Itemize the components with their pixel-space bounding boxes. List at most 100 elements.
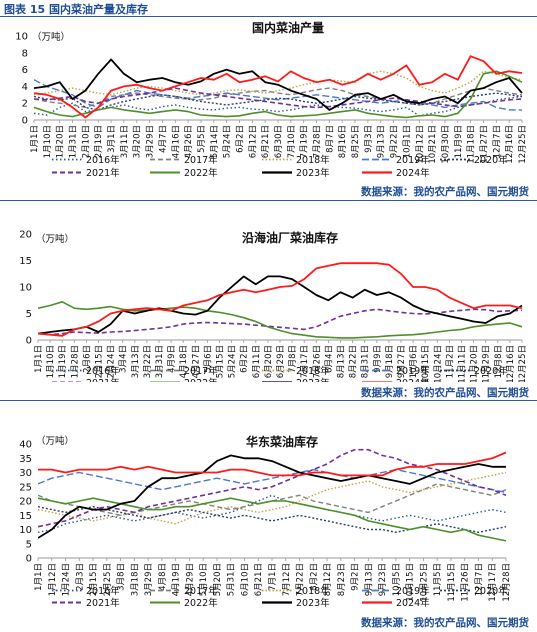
y-tick-label: 20 (19, 497, 32, 508)
x-tick-label: 12月25日 (518, 125, 528, 164)
legend-label: 2020年 (474, 585, 508, 597)
y-tick-label: 8 (22, 48, 28, 59)
y-tick-label: 20 (19, 230, 32, 241)
x-tick-label: 11月9日 (454, 125, 464, 158)
x-tick-label: 7月1日 (268, 563, 278, 591)
x-tick-label: 2月19日 (94, 125, 104, 158)
x-tick-label: 3月29日 (146, 125, 156, 158)
x-tick-label: 8月16日 (338, 125, 348, 158)
x-tick-label: 9月9日 (373, 345, 383, 373)
source-note: 数据来源：我的农产品网、国元期货 (361, 387, 529, 399)
legend-label: 2016年 (86, 154, 120, 166)
x-tick-label: 4月18日 (179, 345, 189, 378)
x-tick-label: 6月21日 (261, 125, 271, 158)
y-tick-label: 0 (26, 554, 32, 565)
x-tick-label: 7月10日 (287, 125, 297, 158)
x-tick-label: 7月17日 (300, 345, 310, 378)
x-tick-label: 12月16日 (506, 345, 516, 382)
x-tick-label: 1月24日 (62, 563, 72, 596)
y-tick-label: 5 (26, 539, 32, 550)
legend-label: 2024年 (396, 377, 430, 382)
x-tick-label: 12月25日 (518, 345, 528, 382)
x-tick-label: 8月7日 (325, 125, 335, 153)
legend-label: 2019年 (396, 365, 430, 377)
x-tick-label: 4月8日 (158, 563, 168, 591)
x-tick-label: 10月1日 (402, 125, 412, 158)
x-tick-label: 11月11日 (458, 345, 468, 382)
series-line-2022年 (38, 497, 507, 542)
x-tick-label: 11月27日 (479, 125, 489, 164)
x-tick-label: 3月8日 (117, 563, 127, 591)
x-tick-label: 3月13日 (131, 345, 141, 378)
x-tick-label: 1月19日 (58, 345, 68, 378)
x-tick-label: 10月12日 (415, 125, 425, 164)
chart-domestic-production: 国内菜油产量 （万吨） 0 2 4 6 8 10 1月1日 1月10日 1月20日 1月31日 2月10… (0, 18, 537, 186)
y-tick-label: 0 (26, 336, 32, 347)
x-tick-label: 2月25日 (103, 563, 113, 596)
chart-coastal-inventory: 沿海油厂菜油库存 （万吨） 0 5 10 15 20 1月1日 1月10日 1月19日 1月28日 2… (0, 222, 537, 382)
series-line-2021年 (38, 308, 523, 336)
x-tick-label: 3月11日 (120, 125, 130, 158)
series-line-2024年 (38, 451, 507, 477)
x-tick-label: 3月20日 (133, 125, 143, 158)
x-tick-label: 10月15日 (406, 563, 416, 602)
chart-east-china-inventory: 华东菜油库存 （万吨） 0 5 10 15 20 25 30 35 40 1月1日 1月12日 1月24日… (0, 432, 537, 612)
x-tick-label: 4月7日 (158, 125, 168, 153)
x-tick-label: 1月1日 (30, 125, 40, 153)
x-tick-label: 1月20日 (56, 125, 66, 158)
series-line-2023年 (38, 454, 506, 539)
x-tick-label: 10月24日 (433, 345, 443, 382)
y-tick-label: 0 (22, 116, 28, 127)
divider (0, 200, 537, 201)
x-tick-label: 12月7日 (492, 125, 502, 158)
x-tick-label: 11月2日 (445, 345, 455, 378)
y-tick-label: 6 (22, 65, 28, 76)
x-tick-label: 6月10日 (240, 563, 250, 596)
legend-label: 2024年 (396, 167, 430, 179)
legend-label: 2020年 (474, 154, 508, 166)
chart-title: 国内菜油产量 (252, 20, 324, 35)
x-tick-label: 5月5日 (197, 125, 207, 153)
series-line-2017年 (38, 483, 507, 516)
series-line-2023年 (34, 58, 523, 111)
series-line-2016年 (38, 494, 507, 533)
x-tick-label: 9月3日 (364, 125, 374, 153)
x-tick-label: 5月10日 (199, 563, 209, 596)
x-tick-label: 1月1日 (34, 563, 44, 591)
x-tick-label: 2月15日 (95, 345, 105, 378)
x-tick-label: 4月16日 (171, 125, 181, 158)
legend-label: 2016年 (86, 585, 120, 597)
legend-label: 2017年 (184, 365, 218, 377)
y-tick-label: 30 (19, 468, 32, 479)
x-tick-label: 5月24日 (223, 125, 233, 158)
legend-label: 2018年 (296, 585, 330, 597)
x-tick-label: 12月16日 (505, 125, 515, 164)
x-tick-label: 7月26日 (312, 345, 322, 378)
x-tick-label: 8月2日 (309, 563, 319, 591)
series-line-2023年 (38, 275, 523, 335)
x-tick-label: 7月8日 (288, 345, 298, 373)
series-line-2022年 (34, 70, 523, 119)
x-tick-label: 3月1日 (107, 125, 117, 153)
x-tick-label: 9月18日 (385, 345, 395, 378)
x-tick-label: 3月4日 (119, 345, 129, 373)
x-tick-label: 1月12日 (48, 563, 58, 596)
x-tick-label: 1月31日 (69, 125, 79, 158)
figure-title: 图表 15 国内菜油产量及库存 (4, 3, 148, 16)
series-line-2020年 (38, 506, 507, 533)
legend-label: 2022年 (184, 597, 218, 609)
x-tick-label: 1月28日 (70, 345, 80, 378)
x-tick-label: 5月6日 (203, 345, 213, 373)
chart-svg-east-china-inventory: 华东菜油库存 （万吨） 0 5 10 15 20 25 30 35 40 1月1日 1月12日 1月24日… (19, 434, 512, 609)
x-tick-label: 9月27日 (397, 345, 407, 378)
x-tick-label: 12月8日 (494, 345, 504, 378)
x-tick-label: 8月25日 (351, 125, 361, 158)
y-tick-label: 35 (19, 454, 32, 465)
x-tick-label: 2月10日 (81, 125, 91, 158)
x-tick-label: 8月12日 (323, 563, 333, 596)
legend-label: 2022年 (184, 377, 218, 382)
x-tick-label: 6月29日 (276, 345, 286, 378)
x-tick-label: 1月10日 (43, 125, 53, 158)
legend-label: 2023年 (296, 597, 330, 609)
